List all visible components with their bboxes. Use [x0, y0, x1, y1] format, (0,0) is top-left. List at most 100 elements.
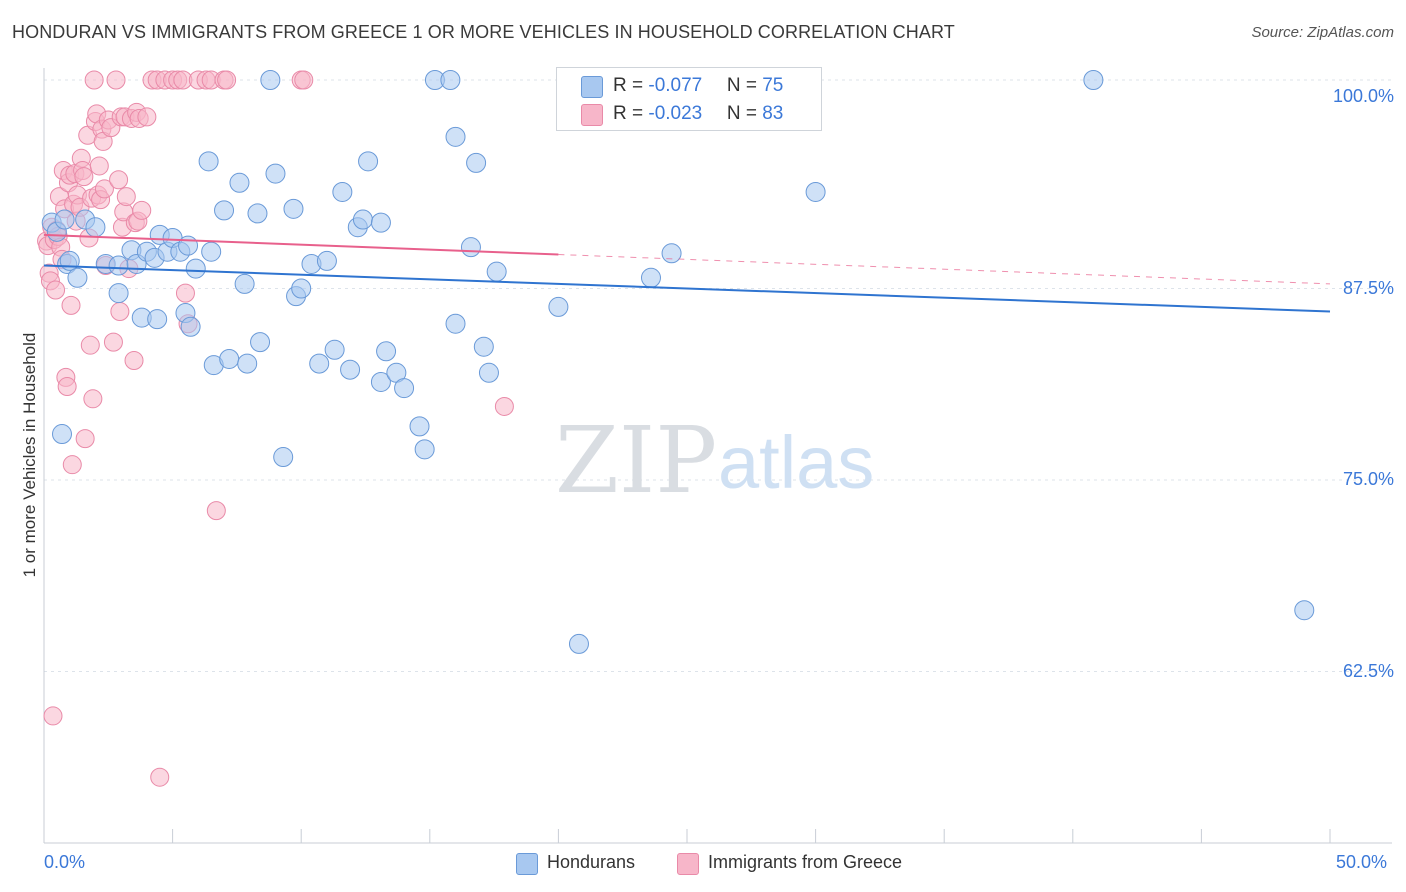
- hondurans-point: [414, 439, 435, 460]
- greece-point: [46, 280, 66, 300]
- hondurans-point: [370, 212, 391, 233]
- watermark-atlas: atlas: [718, 421, 874, 504]
- greece-point: [206, 501, 226, 521]
- hondurans-point: [640, 267, 661, 288]
- greece-point: [494, 396, 514, 416]
- hondurans-point: [486, 261, 507, 282]
- series-greece-points: [37, 70, 514, 787]
- legend-swatch-greece: [581, 104, 603, 126]
- hondurans-point: [219, 348, 240, 369]
- hondurans-point: [324, 339, 345, 360]
- bottom-legend-hondurans: Hondurans: [516, 852, 716, 876]
- series-hondurans-points: [41, 70, 1315, 654]
- hondurans-point: [265, 163, 286, 184]
- hondurans-point: [440, 70, 461, 90]
- legend-n-label: N =: [726, 75, 763, 96]
- hondurans-point: [229, 172, 250, 193]
- bottom-legend-label-hondurans: Hondurans: [547, 852, 636, 872]
- hondurans-point: [201, 241, 222, 262]
- hondurans-point: [568, 633, 589, 654]
- hondurans-point: [147, 309, 168, 330]
- greece-point: [75, 429, 95, 449]
- hondurans-point: [445, 126, 466, 147]
- greece-point: [175, 283, 195, 303]
- legend-r-value-greece: -0.023: [648, 103, 703, 124]
- y-tick-label: 75.0%: [1342, 469, 1394, 489]
- hondurans-point: [85, 217, 106, 238]
- hondurans-point: [214, 200, 235, 221]
- greece-point: [89, 156, 109, 176]
- bottom-legend-swatch-greece: [677, 853, 699, 875]
- greece-point: [84, 70, 104, 90]
- greece-trend-line: [43, 233, 559, 256]
- hondurans-point: [273, 447, 294, 468]
- legend-swatch-hondurans: [581, 76, 603, 98]
- hondurans-point: [178, 235, 199, 256]
- greece-trend-line-extension: [558, 253, 1331, 285]
- hondurans-point: [478, 362, 499, 383]
- greece-point: [106, 70, 126, 90]
- hondurans-point: [309, 353, 330, 374]
- greece-point: [137, 107, 157, 127]
- y-tick-label: 100.0%: [1332, 86, 1394, 106]
- hondurans-point: [108, 283, 129, 304]
- hondurans-point: [108, 255, 129, 276]
- greece-point: [83, 389, 103, 409]
- hondurans-point: [185, 258, 206, 279]
- source-label: Source: ZipAtlas.com: [1251, 24, 1394, 41]
- y-tick-label: 87.5%: [1342, 277, 1394, 298]
- hondurans-point: [394, 378, 415, 399]
- greece-point: [116, 187, 136, 207]
- greece-point: [294, 70, 314, 90]
- hondurans-point: [460, 237, 481, 258]
- y-tick-label: 62.5%: [1342, 660, 1394, 681]
- hondurans-point: [180, 316, 201, 337]
- hondurans-point: [370, 371, 391, 392]
- hondurans-point: [1083, 70, 1104, 90]
- hondurans-point: [445, 313, 466, 334]
- hondurans-point: [283, 198, 304, 219]
- bottom-legend-swatch-hondurans: [516, 853, 538, 875]
- greece-point: [110, 301, 130, 321]
- hondurans-point: [198, 151, 219, 172]
- hondurans-trend-line: [43, 264, 1331, 313]
- hondurans-point: [352, 209, 373, 230]
- greece-point: [150, 767, 170, 787]
- greece-point: [62, 455, 82, 475]
- watermark: ZIP atlas: [555, 407, 874, 514]
- greece-point: [61, 295, 81, 315]
- stats-legend: R = -0.077 N = 75 R = -0.023 N = 83: [556, 67, 822, 131]
- greece-point: [217, 70, 237, 90]
- hondurans-point: [332, 181, 353, 202]
- greece-point: [43, 706, 63, 726]
- legend-n-label: N =: [726, 103, 763, 124]
- hondurans-point: [473, 336, 494, 357]
- greece-point: [74, 167, 94, 187]
- hondurans-point: [250, 332, 271, 353]
- bottom-legend-greece: Immigrants from Greece: [677, 852, 977, 876]
- hondurans-point: [260, 70, 281, 90]
- hondurans-point: [805, 181, 826, 202]
- greece-point: [109, 170, 129, 190]
- hondurans-point: [54, 209, 75, 230]
- hondurans-point: [52, 424, 73, 445]
- watermark-zip: ZIP: [555, 407, 717, 514]
- hondurans-point: [316, 250, 337, 271]
- x-tick-label-min: 0.0%: [44, 852, 86, 872]
- greece-point: [132, 200, 152, 220]
- legend-n-value-greece: 83: [762, 103, 784, 124]
- greece-point: [103, 332, 123, 352]
- hondurans-point: [661, 243, 682, 264]
- gridlines: [44, 79, 1392, 672]
- hondurans-point: [376, 341, 397, 362]
- legend-n-value-hondurans: 75: [762, 75, 784, 96]
- legend-r-value-hondurans: -0.077: [648, 75, 703, 96]
- greece-point: [80, 335, 100, 355]
- hondurans-point: [358, 151, 379, 172]
- hondurans-point: [340, 359, 361, 380]
- chart-title: HONDURAN VS IMMIGRANTS FROM GREECE 1 OR …: [12, 22, 955, 42]
- hondurans-point: [548, 296, 569, 317]
- hondurans-point: [291, 278, 312, 299]
- greece-point: [57, 377, 77, 397]
